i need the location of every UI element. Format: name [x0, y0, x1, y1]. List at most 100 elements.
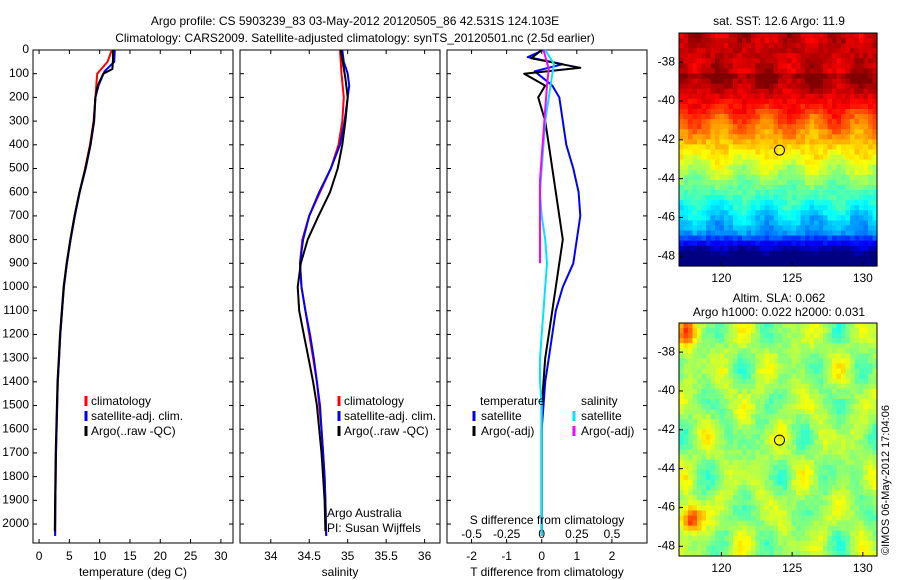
- heatmap-cell: [863, 134, 869, 140]
- heatmap-cell: [760, 164, 766, 171]
- heatmap-cell: [773, 154, 779, 161]
- heatmap-cell: [724, 424, 730, 430]
- heatmap-cell: [692, 419, 698, 425]
- heatmap-cell: [764, 545, 770, 552]
- heatmap-cell: [728, 179, 734, 186]
- heatmap-cell: [710, 119, 716, 125]
- heatmap-cell: [787, 530, 793, 537]
- heatmap-cell: [710, 530, 716, 537]
- heatmap-cell: [791, 419, 797, 425]
- heatmap-cell: [841, 545, 847, 552]
- heatmap-cell: [827, 373, 833, 380]
- heatmap-cell: [755, 383, 761, 390]
- heatmap-cell: [818, 343, 824, 349]
- heatmap-cell: [800, 419, 806, 425]
- heatmap-cell: [868, 48, 874, 54]
- heatmap-cell: [715, 255, 721, 262]
- heatmap-cell: [683, 129, 689, 135]
- heatmap-cell: [778, 490, 784, 496]
- heatmap-cell: [868, 205, 874, 211]
- heatmap-cell: [728, 480, 734, 486]
- heatmap-cell: [701, 454, 707, 461]
- heatmap-cell: [778, 469, 784, 476]
- heatmap-cell: [859, 439, 865, 446]
- heatmap-cell: [778, 419, 784, 425]
- heatmap-cell: [782, 530, 788, 537]
- heatmap-cell: [859, 515, 865, 522]
- heatmap-cell: [872, 434, 878, 441]
- heatmap-cell: [841, 98, 847, 105]
- heatmap-cell: [823, 464, 829, 471]
- heatmap-cell: [800, 414, 806, 420]
- heatmap-cell: [701, 459, 707, 466]
- heatmap-cell: [787, 373, 793, 380]
- heatmap-cell: [701, 409, 707, 415]
- heatmap-cell: [701, 545, 707, 552]
- heatmap-cell: [854, 220, 860, 227]
- heatmap-cell: [697, 323, 703, 329]
- heatmap-cell: [719, 33, 725, 39]
- heatmap-cell: [841, 353, 847, 360]
- heatmap-cell: [773, 358, 779, 365]
- heatmap-cell: [868, 119, 874, 125]
- heatmap-cell: [688, 235, 694, 242]
- heatmap-cell: [791, 53, 797, 59]
- heatmap-cell: [764, 149, 770, 156]
- heatmap-cell: [845, 169, 851, 176]
- heatmap-cell: [688, 119, 694, 125]
- heatmap-cell: [778, 240, 784, 247]
- heatmap-cell: [724, 114, 730, 120]
- heatmap-cell: [814, 33, 820, 39]
- heatmap-cell: [791, 323, 797, 329]
- heatmap-cell: [787, 119, 793, 125]
- heatmap-cell: [764, 429, 770, 436]
- heatmap-cell: [737, 540, 743, 547]
- heatmap-cell: [872, 449, 878, 456]
- heatmap-cell: [805, 333, 811, 339]
- heatmap-cell: [751, 63, 757, 70]
- heatmap-cell: [769, 485, 775, 491]
- heatmap-cell: [742, 53, 748, 59]
- heatmap-cell: [805, 58, 811, 64]
- heatmap-cell: [850, 520, 856, 527]
- heatmap-cell: [859, 164, 865, 171]
- heatmap-cell: [832, 124, 838, 130]
- heatmap-cell: [773, 255, 779, 262]
- heatmap-cell: [773, 78, 779, 85]
- heatmap-cell: [706, 73, 712, 80]
- heatmap-cell: [724, 38, 730, 44]
- heatmap-cell: [845, 388, 851, 395]
- heatmap-cell: [719, 485, 725, 491]
- heatmap-cell: [868, 333, 874, 339]
- heatmap-cell: [787, 363, 793, 370]
- heatmap-cell: [701, 419, 707, 425]
- heatmap-cell: [764, 53, 770, 59]
- heatmap-cell: [863, 353, 869, 360]
- heatmap-cell: [733, 68, 739, 75]
- heatmap-cell: [715, 68, 721, 75]
- heatmap-cell: [715, 93, 721, 100]
- heatmap-cell: [778, 328, 784, 334]
- heatmap-cell: [854, 474, 860, 481]
- heatmap-cell: [827, 73, 833, 80]
- heatmap-cell: [814, 535, 820, 542]
- heatmap-cell: [850, 190, 856, 196]
- heatmap-cell: [737, 490, 743, 496]
- heatmap-cell: [773, 485, 779, 491]
- heatmap-cell: [854, 348, 860, 354]
- heatmap-cell: [742, 190, 748, 196]
- heatmap-cell: [724, 58, 730, 64]
- heatmap-cell: [724, 149, 730, 156]
- heatmap-cell: [796, 144, 802, 151]
- heatmap-cell: [791, 439, 797, 446]
- heatmap-cell: [823, 260, 829, 267]
- heatmap-cell: [697, 108, 703, 115]
- heatmap-cell: [836, 454, 842, 461]
- salinity-xlabel: salinity: [322, 565, 359, 579]
- heatmap-cell: [697, 333, 703, 339]
- heatmap-cell: [850, 358, 856, 365]
- heatmap-cell: [710, 195, 716, 201]
- heatmap-cell: [823, 378, 829, 385]
- heatmap-cell: [778, 210, 784, 216]
- heatmap-cell: [814, 378, 820, 385]
